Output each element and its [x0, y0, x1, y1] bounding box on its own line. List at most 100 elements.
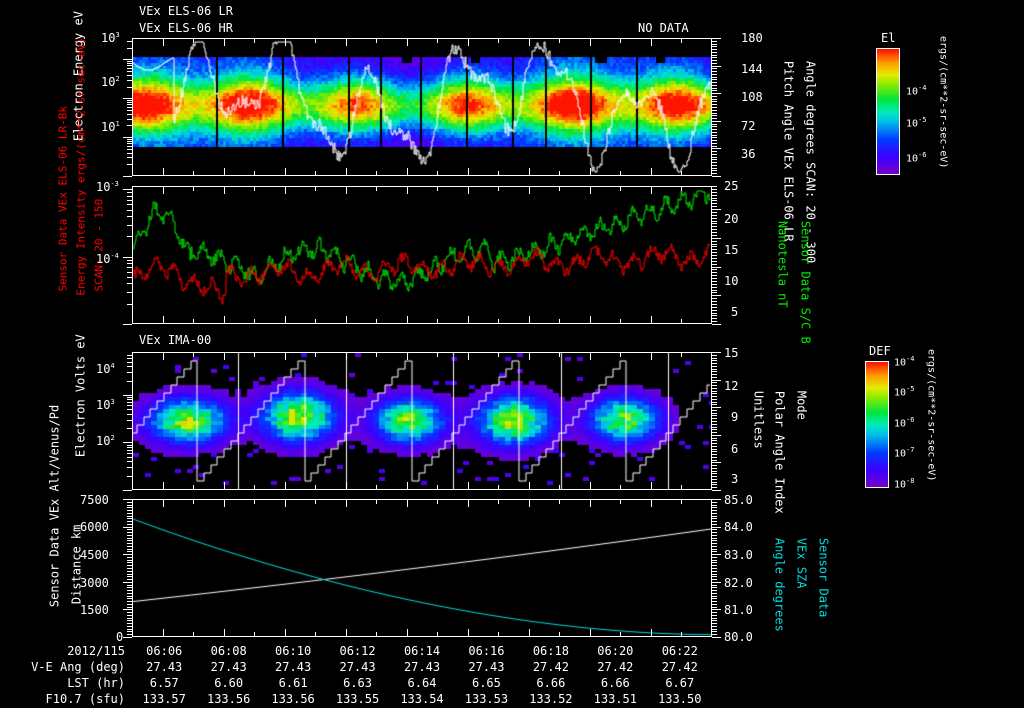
ytick-left — [127, 513, 132, 514]
panel1-title-lr: VEx ELS-06 LR — [139, 4, 233, 18]
ytick-left — [127, 529, 132, 530]
xtick-top — [498, 500, 499, 504]
xtick-top — [681, 39, 682, 43]
colorbar-el-title: El — [881, 31, 896, 45]
footer-cell-f107-row: 133.56 — [206, 692, 251, 706]
ytick-right — [712, 324, 721, 325]
panel4-right-axis-label-3: Angle degrees — [772, 537, 787, 632]
xtick-top — [315, 500, 316, 504]
xtick-bottom — [346, 168, 347, 175]
ytick-right — [712, 252, 717, 253]
ytick-right — [712, 159, 717, 160]
ytick-left — [127, 587, 132, 588]
xtick-bottom — [651, 629, 652, 636]
xtick-bottom — [468, 482, 469, 489]
footer-cell-f107-row: 133.50 — [658, 692, 702, 706]
xtick-top — [590, 500, 591, 507]
xtick-top — [529, 39, 530, 46]
ytick-right — [712, 258, 717, 259]
ytick-right — [712, 454, 717, 455]
footer-cell-time-row: 06:10 — [275, 644, 312, 658]
xtick-top — [376, 187, 377, 191]
xtick-top — [254, 353, 255, 357]
colorbar-el-tick-3: 10-6 — [906, 151, 927, 165]
ytick-right — [712, 55, 717, 56]
ytick-right — [712, 238, 721, 239]
panel2-right-axis-label-2: Nanotesla nT — [775, 220, 790, 308]
ytick-left — [127, 200, 132, 201]
ytick-left — [127, 450, 132, 451]
footer-row-label-f107-row: F10.7 (sfu) — [45, 692, 125, 706]
colorbar-def-tick-4: 10-7 — [894, 446, 915, 460]
xtick-bottom — [254, 485, 255, 489]
xtick-bottom — [163, 482, 164, 489]
ytick-left — [127, 146, 132, 147]
xtick-bottom — [254, 171, 255, 175]
ytick-right — [712, 269, 717, 270]
ytick-left — [127, 87, 132, 88]
ytick-left — [127, 405, 132, 406]
xtick-bottom — [437, 632, 438, 636]
ytick-right — [712, 66, 721, 67]
ytick-left — [127, 100, 132, 101]
ytick-left — [127, 538, 132, 539]
panel1-title-hr: VEx ELS-06 HR — [139, 21, 233, 35]
panel4-ytick2-81: 81.0 — [724, 603, 753, 617]
panel3-ytick-1e3: 103 — [96, 398, 115, 412]
panel2-ytick2-15: 15 — [724, 243, 739, 257]
xtick-top — [346, 500, 347, 507]
ytick-right — [712, 607, 717, 608]
panel4-ytick2-85: 85.0 — [724, 493, 753, 507]
ytick-left — [127, 381, 132, 382]
ytick-left — [127, 409, 132, 410]
xtick-bottom — [590, 482, 591, 489]
xtick-top — [163, 500, 164, 507]
ytick-left — [127, 524, 132, 525]
xtick-top — [407, 187, 408, 194]
ytick-right — [712, 352, 721, 353]
xtick-bottom — [285, 629, 286, 636]
xtick-bottom — [468, 629, 469, 636]
xtick-top — [376, 500, 377, 504]
xtick-top — [651, 500, 652, 507]
xtick-top — [224, 187, 225, 194]
ytick-right — [712, 521, 717, 522]
ytick-left — [123, 59, 132, 60]
ytick-left — [127, 402, 132, 403]
ytick-right — [712, 618, 717, 619]
ytick-left — [127, 543, 132, 544]
xtick-top — [559, 353, 560, 357]
xtick-bottom — [407, 482, 408, 489]
xtick-top — [651, 187, 652, 194]
ytick-left — [123, 98, 132, 99]
panel2-ytick2-10: 10 — [724, 274, 739, 288]
ytick-left — [127, 590, 132, 591]
xtick-top — [468, 500, 469, 507]
ytick-right — [712, 41, 717, 42]
ytick-right — [712, 571, 717, 572]
panel3-ytick-1e4: 104 — [96, 362, 115, 376]
colorbar-el-tick-1: 10-4 — [906, 84, 927, 98]
ytick-left — [127, 80, 132, 81]
ytick-right — [712, 631, 717, 632]
panel4-ytick2-84: 84.0 — [724, 520, 753, 534]
ytick-left — [127, 571, 132, 572]
ytick-left — [127, 549, 132, 550]
ytick-right — [712, 355, 717, 356]
ytick-left — [127, 576, 132, 577]
ytick-left — [123, 499, 132, 500]
ytick-right — [712, 360, 717, 361]
xtick-top — [529, 353, 530, 360]
ytick-right — [712, 421, 717, 422]
ytick-right — [712, 479, 717, 480]
panel3-ytick2-15: 15 — [724, 346, 739, 360]
panel4-ytick-7500: 7500 — [80, 493, 109, 507]
xtick-bottom — [620, 171, 621, 175]
ytick-left — [127, 68, 132, 69]
xtick-top — [315, 187, 316, 191]
xtick-bottom — [285, 316, 286, 323]
xtick-top — [559, 39, 560, 43]
xtick-bottom — [193, 632, 194, 636]
panel2-ytick-1e-4: 10-4 — [96, 252, 119, 266]
ytick-right — [712, 457, 717, 458]
